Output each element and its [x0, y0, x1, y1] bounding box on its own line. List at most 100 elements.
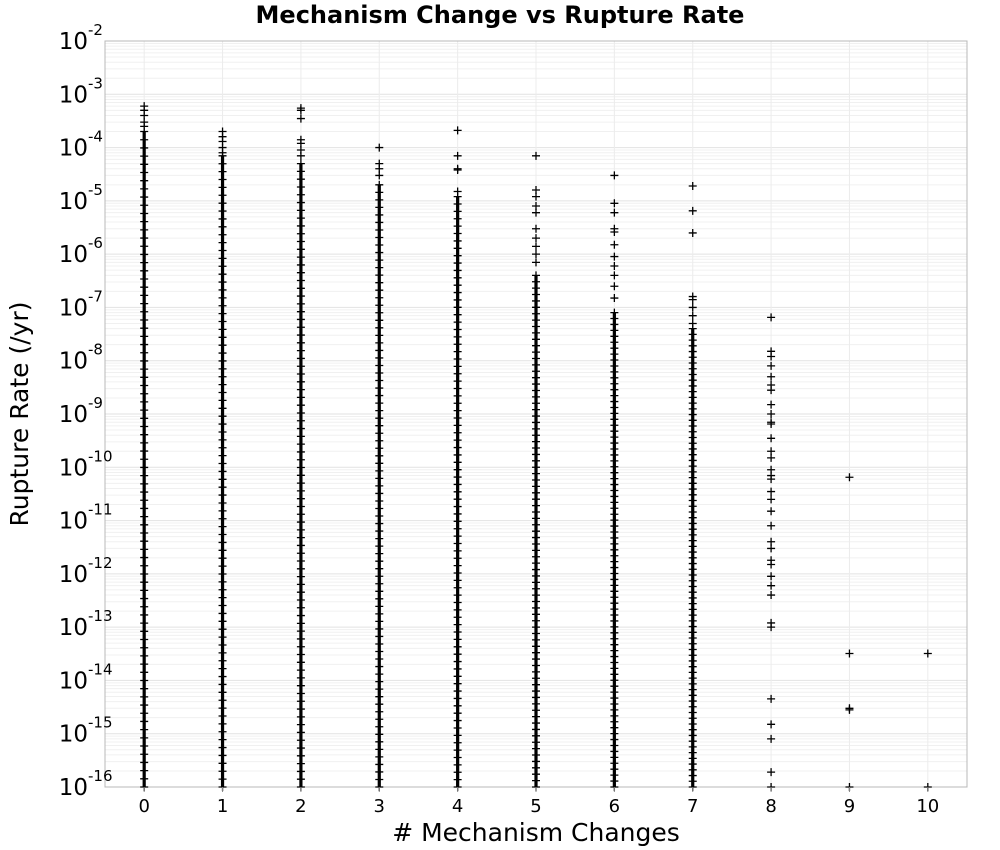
data-point — [218, 688, 227, 697]
data-point — [453, 377, 462, 386]
data-point — [453, 399, 462, 408]
chart-title: Mechanism Change vs Rupture Rate — [256, 1, 745, 29]
data-point — [767, 544, 776, 553]
data-point — [140, 307, 149, 316]
data-point — [453, 679, 462, 688]
data-point — [140, 750, 149, 759]
y-tick-base: 10 — [59, 509, 88, 535]
data-point — [375, 767, 384, 776]
y-tick-label: 10 -15 — [59, 714, 113, 748]
data-point — [218, 735, 227, 744]
data-point — [610, 199, 619, 208]
data-point — [296, 689, 305, 698]
data-point — [140, 709, 149, 718]
x-tick-label: 3 — [374, 796, 385, 817]
data-point — [218, 191, 227, 200]
data-point — [453, 310, 462, 319]
data-point — [296, 175, 305, 184]
data-point — [218, 569, 227, 578]
data-point — [453, 450, 462, 459]
y-tick-base: 10 — [59, 402, 88, 428]
data-point — [453, 332, 462, 341]
data-point — [453, 738, 462, 747]
data-point — [375, 564, 384, 573]
data-point — [375, 241, 384, 250]
data-point — [140, 438, 149, 447]
data-point — [296, 666, 305, 675]
data-point — [140, 122, 149, 131]
x-tick-label: 2 — [295, 796, 306, 817]
data-point — [453, 694, 462, 703]
data-point — [218, 356, 227, 365]
data-point — [218, 262, 227, 271]
data-point — [453, 731, 462, 740]
data-point — [140, 422, 149, 431]
data-point — [140, 602, 149, 611]
y-tick-base: 10 — [59, 615, 88, 641]
data-point — [453, 421, 462, 430]
data-point — [375, 301, 384, 310]
data-point — [140, 660, 149, 669]
data-point — [453, 347, 462, 356]
data-point — [453, 406, 462, 415]
data-point — [140, 553, 149, 562]
data-point — [218, 222, 227, 231]
data-point — [845, 649, 854, 658]
data-point — [296, 658, 305, 667]
data-point — [218, 388, 227, 397]
data-point — [453, 642, 462, 651]
data-point — [296, 229, 305, 238]
y-tick-exponent: -13 — [88, 607, 113, 625]
data-point — [610, 240, 619, 249]
data-point — [218, 593, 227, 602]
data-point — [140, 627, 149, 636]
data-point — [453, 303, 462, 312]
y-tick-base: 10 — [59, 775, 88, 801]
data-point — [140, 766, 149, 775]
data-point — [218, 640, 227, 649]
data-point — [296, 346, 305, 355]
data-point — [140, 733, 149, 742]
data-point — [296, 206, 305, 215]
data-point — [218, 648, 227, 657]
data-point — [296, 385, 305, 394]
data-point — [140, 545, 149, 554]
data-point — [296, 736, 305, 745]
data-point — [375, 730, 384, 739]
data-point — [453, 369, 462, 378]
data-point — [453, 635, 462, 644]
data-point — [375, 715, 384, 724]
data-point — [296, 114, 305, 123]
data-point — [767, 521, 776, 530]
data-point — [453, 384, 462, 393]
data-point — [453, 517, 462, 526]
data-point — [218, 767, 227, 776]
data-point — [453, 458, 462, 467]
data-point — [453, 428, 462, 437]
data-point — [610, 208, 619, 217]
data-point — [218, 420, 227, 429]
data-point — [532, 258, 540, 267]
data-point — [140, 758, 149, 767]
data-point — [453, 214, 462, 223]
data-point — [296, 432, 305, 441]
data-point — [453, 487, 462, 496]
data-point — [453, 701, 462, 710]
data-point — [296, 650, 305, 659]
data-point — [218, 775, 227, 784]
data-point — [140, 578, 149, 587]
data-point — [453, 509, 462, 518]
data-point — [140, 299, 149, 308]
data-point — [453, 709, 462, 718]
data-point — [375, 670, 384, 679]
data-point — [453, 236, 462, 245]
data-point — [218, 680, 227, 689]
data-point — [140, 635, 149, 644]
data-point — [453, 473, 462, 482]
data-point — [140, 774, 149, 783]
data-point — [296, 634, 305, 643]
data-point — [923, 649, 932, 658]
y-tick-exponent: -8 — [88, 341, 103, 359]
data-point — [453, 259, 462, 268]
